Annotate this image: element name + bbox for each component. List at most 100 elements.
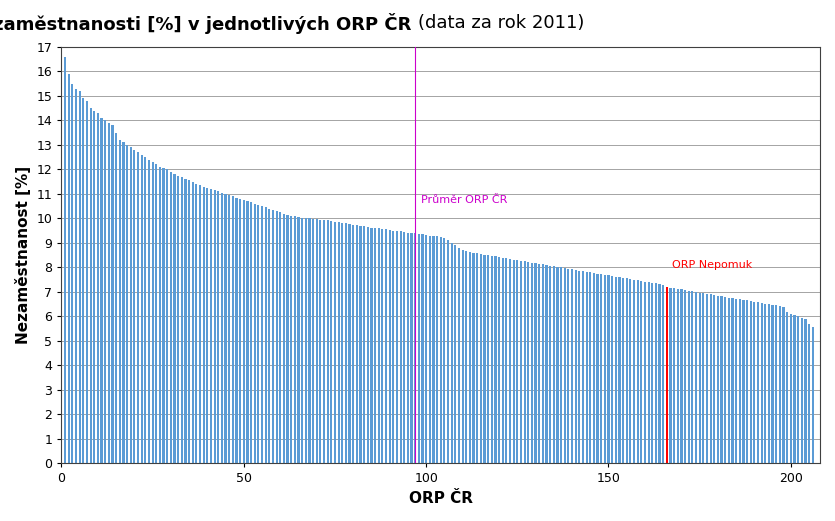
- Bar: [243, 200, 245, 463]
- Bar: [633, 280, 635, 463]
- Bar: [89, 108, 92, 463]
- Bar: [483, 255, 486, 463]
- Bar: [356, 225, 358, 463]
- Bar: [411, 233, 412, 463]
- Bar: [170, 172, 172, 463]
- Bar: [374, 228, 377, 463]
- Bar: [177, 176, 180, 463]
- Bar: [388, 230, 391, 463]
- Bar: [352, 225, 354, 463]
- Bar: [326, 220, 329, 463]
- Bar: [422, 234, 423, 463]
- Bar: [458, 248, 460, 463]
- Bar: [695, 292, 697, 463]
- Bar: [286, 215, 289, 463]
- Bar: [276, 211, 278, 463]
- Bar: [163, 168, 164, 463]
- Bar: [578, 270, 580, 463]
- Bar: [596, 274, 599, 463]
- Bar: [721, 296, 722, 463]
- Bar: [757, 303, 759, 463]
- Bar: [399, 231, 402, 463]
- Bar: [713, 295, 716, 463]
- Bar: [94, 110, 95, 463]
- Bar: [527, 262, 529, 463]
- Bar: [203, 187, 205, 463]
- Bar: [571, 269, 573, 463]
- Bar: [425, 235, 428, 463]
- Bar: [498, 257, 500, 463]
- Bar: [636, 280, 639, 463]
- Bar: [363, 227, 365, 463]
- Bar: [323, 220, 325, 463]
- Bar: [812, 327, 814, 463]
- Bar: [403, 232, 405, 463]
- Bar: [735, 299, 737, 463]
- Bar: [524, 261, 526, 463]
- Bar: [144, 157, 146, 463]
- Bar: [294, 216, 296, 463]
- Bar: [108, 123, 110, 463]
- Bar: [534, 263, 537, 463]
- Bar: [155, 165, 157, 463]
- Bar: [775, 305, 777, 463]
- Bar: [462, 250, 463, 463]
- Bar: [647, 282, 650, 463]
- Bar: [651, 283, 653, 463]
- Bar: [607, 276, 610, 463]
- Bar: [468, 252, 471, 463]
- Bar: [418, 234, 420, 463]
- Bar: [342, 223, 343, 463]
- Bar: [473, 253, 474, 463]
- Bar: [319, 220, 321, 463]
- Bar: [625, 278, 628, 463]
- Bar: [192, 182, 194, 463]
- Bar: [239, 199, 241, 463]
- Bar: [476, 253, 478, 463]
- Bar: [334, 221, 336, 463]
- Bar: [407, 232, 409, 463]
- Bar: [684, 290, 686, 463]
- Bar: [786, 312, 788, 463]
- Bar: [64, 57, 66, 463]
- Bar: [185, 179, 186, 463]
- Bar: [290, 216, 292, 463]
- Bar: [119, 140, 121, 463]
- Bar: [487, 255, 489, 463]
- Bar: [687, 291, 690, 463]
- Bar: [505, 258, 508, 463]
- Bar: [804, 319, 807, 463]
- Bar: [542, 265, 544, 463]
- Bar: [97, 113, 99, 463]
- Bar: [516, 260, 519, 463]
- Bar: [782, 306, 785, 463]
- Bar: [115, 133, 117, 463]
- Bar: [166, 169, 169, 463]
- Bar: [553, 266, 555, 463]
- Text: Průměr ORP ČR: Průměr ORP ČR: [421, 195, 507, 205]
- Bar: [772, 305, 774, 463]
- Bar: [574, 270, 577, 463]
- Bar: [254, 204, 256, 463]
- Bar: [538, 264, 540, 463]
- Bar: [137, 152, 139, 463]
- Bar: [151, 162, 154, 463]
- Bar: [731, 298, 734, 463]
- Bar: [604, 275, 606, 463]
- Bar: [801, 318, 803, 463]
- Bar: [739, 299, 741, 463]
- Bar: [385, 229, 387, 463]
- Bar: [371, 228, 372, 463]
- Bar: [214, 190, 215, 463]
- Bar: [630, 279, 631, 463]
- Bar: [764, 304, 767, 463]
- Bar: [225, 194, 226, 463]
- Bar: [710, 294, 711, 463]
- Bar: [768, 304, 770, 463]
- Bar: [414, 233, 417, 463]
- Bar: [611, 276, 613, 463]
- Bar: [494, 256, 497, 463]
- Bar: [111, 125, 114, 463]
- Bar: [600, 274, 602, 463]
- Bar: [556, 267, 559, 463]
